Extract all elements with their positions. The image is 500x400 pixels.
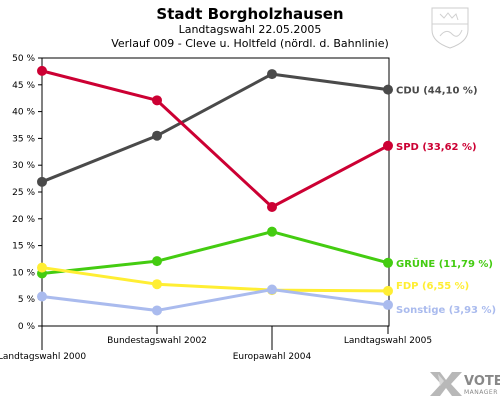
chart-title: Stadt Borgholzhausen <box>156 5 343 23</box>
data-point-sonstige <box>152 305 162 316</box>
series-end-label-fdp: FDP (6,55 %) <box>396 281 469 292</box>
y-tick-label: 35 % <box>12 134 35 144</box>
logo-subtext: MANAGER <box>464 389 498 396</box>
data-point-spd <box>37 65 47 76</box>
series-end-label-sonstige: Sonstige (3,93 %) <box>396 305 496 316</box>
y-tick-label: 15 % <box>12 242 35 252</box>
y-tick-label: 20 % <box>12 215 35 225</box>
votemanager-logo: VOTE MANAGER <box>430 372 500 396</box>
x-tick-label: Landtagswahl 2005 <box>344 336 432 346</box>
y-tick-label: 40 % <box>12 108 35 118</box>
logo-text: VOTE <box>464 374 500 389</box>
data-point-spd <box>152 95 162 106</box>
data-point-sonstige <box>383 299 393 310</box>
series-line-grüne <box>41 230 389 275</box>
y-axis: 0 % 5 % 10 % 15 % 20 % 25 % 30 % 35 % 40 % 45 % 50… <box>12 54 42 332</box>
series-end-label-cdu: CDU (44,10 %) <box>396 86 478 97</box>
series-line-spd <box>41 69 389 209</box>
data-point-cdu <box>152 130 162 141</box>
data-point-fdp <box>383 285 393 296</box>
series-line-sonstige <box>41 288 389 312</box>
y-tick-label: 30 % <box>12 161 35 171</box>
x-axis: Landtagswahl 2000 Bundestagswahl 2002 Euro… <box>0 326 432 362</box>
series-line-cdu <box>41 72 389 184</box>
coat-of-arms-icon <box>431 7 469 49</box>
y-tick-label: 25 % <box>12 188 35 198</box>
series-group: CDU (44,10 %) SPD (33,62 %) GRÜNE (11,79 %… <box>37 65 496 316</box>
series-end-label-spd: SPD (33,62 %) <box>396 142 477 153</box>
data-point-spd <box>383 140 393 151</box>
x-tick-label: Europawahl 2004 <box>233 352 312 362</box>
y-tick-label: 45 % <box>12 81 35 91</box>
y-tick-label: 0 % <box>18 322 36 332</box>
data-point-cdu <box>383 84 393 95</box>
x-tick-label: Bundestagswahl 2002 <box>107 336 207 346</box>
data-point-fdp <box>37 262 47 273</box>
votemanager-x-icon <box>430 372 462 396</box>
data-point-grüne <box>152 256 162 267</box>
series-line-fdp <box>41 266 389 293</box>
y-tick-label: 50 % <box>12 54 35 64</box>
data-point-spd <box>267 202 277 213</box>
data-point-sonstige <box>267 284 277 295</box>
y-tick-label: 5 % <box>18 295 36 305</box>
data-point-cdu <box>37 176 47 187</box>
y-tick-label: 10 % <box>12 268 35 278</box>
x-tick-label: Landtagswahl 2000 <box>0 352 86 362</box>
chart-subtitle-2: Verlauf 009 - Cleve u. Holtfeld (nördl. … <box>111 37 389 50</box>
data-point-grüne <box>267 226 277 237</box>
data-point-cdu <box>267 69 277 80</box>
chart-subtitle: Landtagswahl 22.05.2005 <box>179 23 322 36</box>
series-end-label-grüne: GRÜNE (11,79 %) <box>396 256 493 270</box>
data-point-sonstige <box>37 291 47 302</box>
data-point-fdp <box>152 279 162 290</box>
data-point-grüne <box>383 257 393 268</box>
